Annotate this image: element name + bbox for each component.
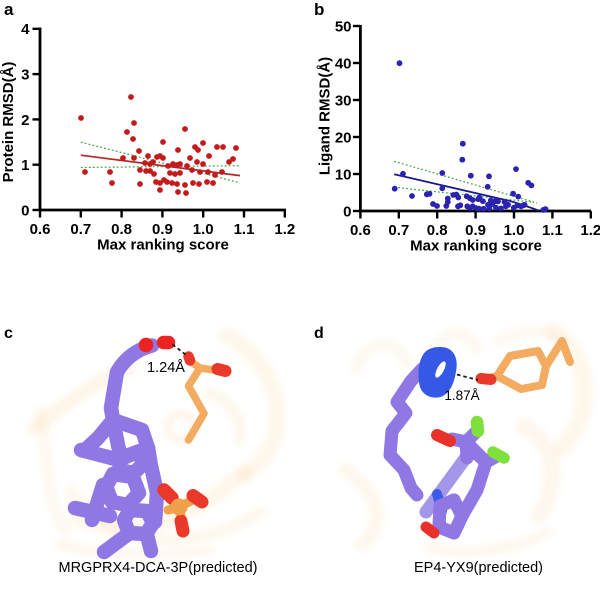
svg-text:4: 4 <box>21 21 30 38</box>
svg-text:0.7: 0.7 <box>388 222 409 239</box>
svg-text:40: 40 <box>335 55 352 72</box>
svg-text:b: b <box>314 0 324 19</box>
svg-text:0.8: 0.8 <box>111 221 132 238</box>
svg-text:1: 1 <box>21 157 29 174</box>
svg-text:20: 20 <box>335 129 352 146</box>
svg-text:1.1: 1.1 <box>542 222 563 239</box>
svg-text:MRGPRX4-DCA-3P(predicted): MRGPRX4-DCA-3P(predicted) <box>58 560 257 576</box>
svg-text:3: 3 <box>21 67 29 84</box>
svg-text:1.0: 1.0 <box>504 222 525 239</box>
svg-text:Ligand RMSD(Å): Ligand RMSD(Å) <box>317 57 334 175</box>
svg-text:EP4-YX9(predicted): EP4-YX9(predicted) <box>414 560 543 576</box>
svg-text:50: 50 <box>335 18 352 35</box>
svg-text:Max ranking score: Max ranking score <box>97 237 229 254</box>
svg-text:c: c <box>4 325 13 342</box>
svg-text:1.87Å: 1.87Å <box>444 388 479 403</box>
svg-text:1.2: 1.2 <box>580 222 600 239</box>
svg-text:0.7: 0.7 <box>70 221 91 238</box>
svg-text:0: 0 <box>21 202 29 219</box>
svg-text:Max ranking score: Max ranking score <box>410 238 542 255</box>
svg-text:30: 30 <box>335 92 352 109</box>
svg-text:a: a <box>4 0 14 19</box>
svg-text:10: 10 <box>335 166 352 183</box>
svg-text:1.24Å: 1.24Å <box>147 359 185 376</box>
svg-text:Protein RMSD(Å): Protein RMSD(Å) <box>0 62 17 183</box>
svg-text:0.9: 0.9 <box>152 221 173 238</box>
svg-text:1.1: 1.1 <box>234 221 255 238</box>
svg-text:0.8: 0.8 <box>427 222 448 239</box>
svg-text:1.2: 1.2 <box>274 221 295 238</box>
svg-text:0.6: 0.6 <box>30 221 51 238</box>
svg-text:d: d <box>314 325 324 342</box>
svg-text:1.0: 1.0 <box>193 221 214 238</box>
svg-text:2: 2 <box>21 112 29 129</box>
svg-text:0: 0 <box>343 203 351 220</box>
svg-text:0.9: 0.9 <box>465 222 486 239</box>
svg-text:0.6: 0.6 <box>350 222 371 239</box>
